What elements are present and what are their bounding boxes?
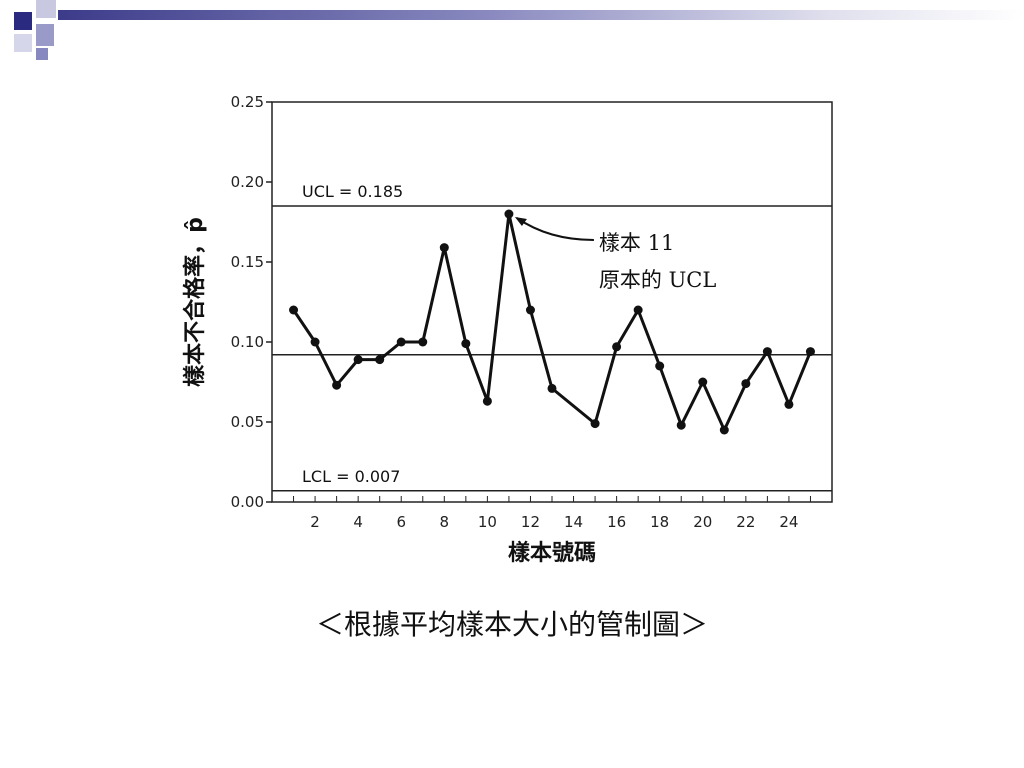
x-tick-label: 20 xyxy=(693,513,712,531)
data-point xyxy=(375,355,385,365)
data-point xyxy=(547,383,557,393)
data-point xyxy=(418,337,428,347)
x-tick-label: 4 xyxy=(353,513,363,531)
deco-square xyxy=(14,34,32,52)
plot-frame xyxy=(271,101,833,503)
annotation-arrowhead xyxy=(514,217,527,226)
x-tick-label: 18 xyxy=(650,513,669,531)
x-tick-label: 16 xyxy=(607,513,626,531)
ucl-label: UCL = 0.185 xyxy=(302,182,403,201)
x-axis-label: 樣本號碼 xyxy=(508,540,596,566)
y-tick-label: 0.10 xyxy=(231,333,264,351)
x-tick-label: 10 xyxy=(478,513,497,531)
x-tick-label: 6 xyxy=(396,513,406,531)
slide-caption: ＜根據平均樣本大小的管制圖＞ xyxy=(315,608,708,641)
data-point xyxy=(633,305,643,315)
data-point xyxy=(289,305,299,315)
y-tick-label: 0.25 xyxy=(231,93,264,111)
chart-labels: 0.000.050.100.150.200.252 4 6 8 10 12 14 16 18 20… xyxy=(182,93,798,566)
lcl-label: LCL = 0.007 xyxy=(302,467,400,486)
y-tick-label: 0.15 xyxy=(231,253,264,271)
data-point xyxy=(805,347,815,357)
annotation-line2: 原本的 UCL xyxy=(599,268,716,292)
control-chart: 0.000.050.100.150.200.252 4 6 8 10 12 14 16 18 20… xyxy=(182,93,833,566)
deco-square xyxy=(36,48,48,60)
data-point xyxy=(612,342,622,352)
annotation-line1: 樣本 11 xyxy=(599,231,674,255)
y-tick-label: 0.00 xyxy=(231,493,264,511)
data-point xyxy=(719,425,729,435)
chart-axes xyxy=(266,101,833,503)
chart-marks xyxy=(272,205,832,492)
y-axis-label: 樣本不合格率，p̂ xyxy=(182,217,208,387)
data-point xyxy=(784,399,794,409)
deco-square xyxy=(14,12,32,30)
data-point xyxy=(525,305,535,315)
data-point xyxy=(504,209,514,219)
deco-gradient-bar xyxy=(58,10,1024,20)
data-point xyxy=(461,339,471,349)
series-line xyxy=(292,212,812,432)
data-point xyxy=(655,361,665,371)
deco-square xyxy=(36,0,56,18)
x-tick-label: 12 xyxy=(521,513,540,531)
data-point xyxy=(741,379,751,389)
annotation-arrow xyxy=(516,217,594,241)
data-point xyxy=(439,243,449,253)
data-point xyxy=(353,355,363,365)
x-tick-label: 24 xyxy=(779,513,798,531)
x-tick-label: 14 xyxy=(564,513,583,531)
data-point xyxy=(590,419,600,429)
data-point xyxy=(676,420,686,430)
x-tick-label: 22 xyxy=(736,513,755,531)
data-point xyxy=(310,337,320,347)
x-tick-label: 8 xyxy=(440,513,450,531)
data-point xyxy=(332,380,342,390)
y-tick-label: 0.05 xyxy=(231,413,264,431)
data-point xyxy=(396,337,406,347)
y-tick-label: 0.20 xyxy=(231,173,264,191)
deco-square xyxy=(36,24,54,46)
data-point xyxy=(698,377,708,387)
x-tick-label: 2 xyxy=(310,513,320,531)
data-point xyxy=(482,396,492,406)
data-point xyxy=(762,347,772,357)
